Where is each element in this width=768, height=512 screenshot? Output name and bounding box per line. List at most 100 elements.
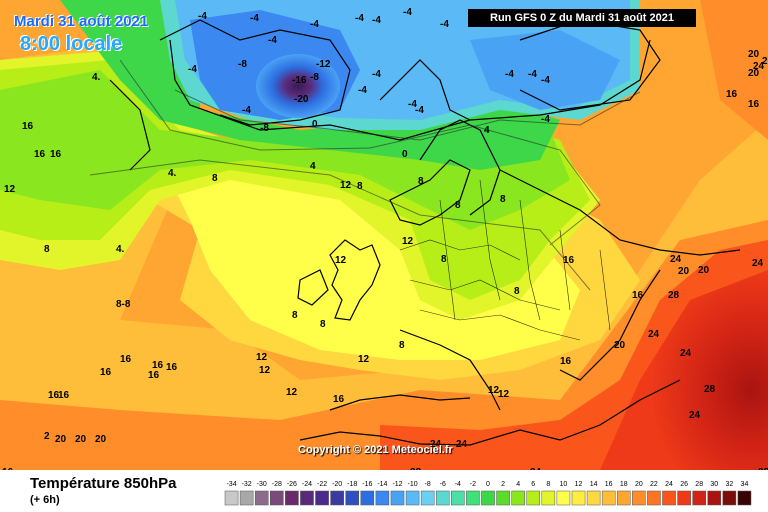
temperature-label: 24 xyxy=(456,439,468,450)
legend-tick-label: 6 xyxy=(531,481,535,488)
temperature-label: -4 xyxy=(541,114,550,125)
legend-tick-label: -12 xyxy=(392,481,402,488)
legend-swatch xyxy=(526,490,541,506)
legend-swatch xyxy=(571,490,586,506)
temperature-label: -4 xyxy=(198,11,207,22)
legend-swatch xyxy=(345,490,360,506)
temperature-label: -4 xyxy=(440,19,449,30)
legend-swatch xyxy=(315,490,329,506)
legend-swatch xyxy=(481,490,495,506)
legend-tick-label: -30 xyxy=(257,481,267,488)
temperature-label: 28 xyxy=(758,467,768,470)
legend-tick-label: 20 xyxy=(635,481,643,488)
temperature-label: 20 xyxy=(614,340,626,351)
temperature-label: 16 xyxy=(58,390,70,401)
legend-swatch xyxy=(556,490,571,506)
temperature-label: -20 xyxy=(294,94,309,105)
legend-tick-label: 34 xyxy=(741,481,749,488)
legend-tick-label: 10 xyxy=(560,481,568,488)
temperature-label: 20 xyxy=(55,434,67,445)
temperature-label: 20 xyxy=(762,56,768,67)
temperature-label: 20 xyxy=(95,434,107,445)
temperature-label: 24 xyxy=(670,254,682,265)
forecast-offset: (+ 6h) xyxy=(30,494,60,506)
legend-tick-label: 22 xyxy=(650,481,658,488)
legend-tick-label: -16 xyxy=(362,481,372,488)
temperature-label: 24 xyxy=(753,61,765,72)
legend-swatch xyxy=(254,490,269,506)
temperature-label: 16 xyxy=(563,255,575,266)
temperature-label: 20 xyxy=(698,265,710,276)
temperature-label: 8 xyxy=(500,194,506,205)
temperature-label: 4. xyxy=(92,72,101,83)
legend-swatch xyxy=(541,490,556,506)
zone-minus4-east xyxy=(470,30,620,110)
legend-tick-label: 14 xyxy=(590,481,598,488)
temperature-label: 20 xyxy=(75,434,87,445)
temperature-label: 16 xyxy=(100,367,112,378)
forecast-time: 8:00 locale xyxy=(20,33,123,55)
legend-swatch xyxy=(722,490,737,506)
legend-tick-label: 30 xyxy=(710,481,718,488)
zone-28 xyxy=(600,270,768,470)
temperature-label: 24 xyxy=(530,467,542,470)
temperature-label: 16 xyxy=(560,356,572,367)
cold-core xyxy=(256,54,340,118)
temperature-label: 20 xyxy=(748,68,760,79)
temperature-label: 0 xyxy=(312,119,318,130)
legend-tick-label: -14 xyxy=(377,481,387,488)
temperature-label: 28 xyxy=(668,290,680,301)
temperature-label: -4 xyxy=(250,13,259,24)
temperature-label: 16 xyxy=(2,467,14,470)
legend-tick-label: 28 xyxy=(695,481,703,488)
run-info-box: Run GFS 0 Z du Mardi 31 août 2021 xyxy=(468,9,696,27)
copyright-notice: Copyright © 2021 Meteociel.fr xyxy=(298,444,453,456)
legend-swatch xyxy=(270,490,284,506)
temperature-label: 8-8 xyxy=(116,299,131,310)
temperature-label: 8 xyxy=(399,340,405,351)
temperature-label: 24 xyxy=(430,439,442,450)
temperature-label: 24 xyxy=(752,258,764,269)
legend-tick-label: -24 xyxy=(302,481,312,488)
temperature-label: -12 xyxy=(316,59,331,70)
legend-swatch xyxy=(647,490,661,506)
temperature-label: 16 xyxy=(166,362,178,373)
temperature-label: -4 xyxy=(268,35,277,46)
temperature-label: 4 xyxy=(484,125,490,136)
temperature-label: 8 xyxy=(212,173,218,184)
temperature-label: -4 xyxy=(372,69,381,80)
temperature-label: 16 xyxy=(148,370,160,381)
legend-tick-label: -10 xyxy=(408,481,418,488)
coastlines xyxy=(109,19,741,446)
temperature-label: 16 xyxy=(748,99,760,110)
temperature-label: -4 xyxy=(372,15,381,26)
temperature-label: 12 xyxy=(4,184,16,195)
legend-tick-label: -8 xyxy=(425,481,431,488)
legend-tick-label: -22 xyxy=(317,481,327,488)
legend-swatch xyxy=(737,490,752,506)
borders xyxy=(399,179,611,341)
temperature-label: 16 xyxy=(34,149,46,160)
legend-swatch xyxy=(466,490,480,506)
temperature-label: 16 xyxy=(333,394,345,405)
temperature-label: 16 xyxy=(50,149,62,160)
temperature-label: 28 xyxy=(410,467,422,470)
legend-tick-label: 18 xyxy=(620,481,628,488)
temperature-label: 4 xyxy=(310,161,316,172)
temperature-label: -16 xyxy=(292,75,307,86)
legend-tick-label: 8 xyxy=(546,481,550,488)
legend-tick-label: 12 xyxy=(575,481,583,488)
zone-16 xyxy=(0,40,768,470)
temperature-label: -4 xyxy=(408,99,417,110)
legend-tick-label: -18 xyxy=(347,481,357,488)
legend-swatch xyxy=(330,490,344,506)
legend-swatch xyxy=(601,490,616,506)
zone-20 xyxy=(0,220,768,470)
forecast-date: Mardi 31 août 2021 xyxy=(14,13,149,30)
temperature-label: -4 xyxy=(541,75,550,86)
temperature-label: 24 xyxy=(689,410,701,421)
zone-20-ne xyxy=(700,0,768,140)
temperature-label: -4 xyxy=(358,85,367,96)
temperature-label: -4 xyxy=(355,13,364,24)
temperature-label: 0 xyxy=(402,149,408,160)
